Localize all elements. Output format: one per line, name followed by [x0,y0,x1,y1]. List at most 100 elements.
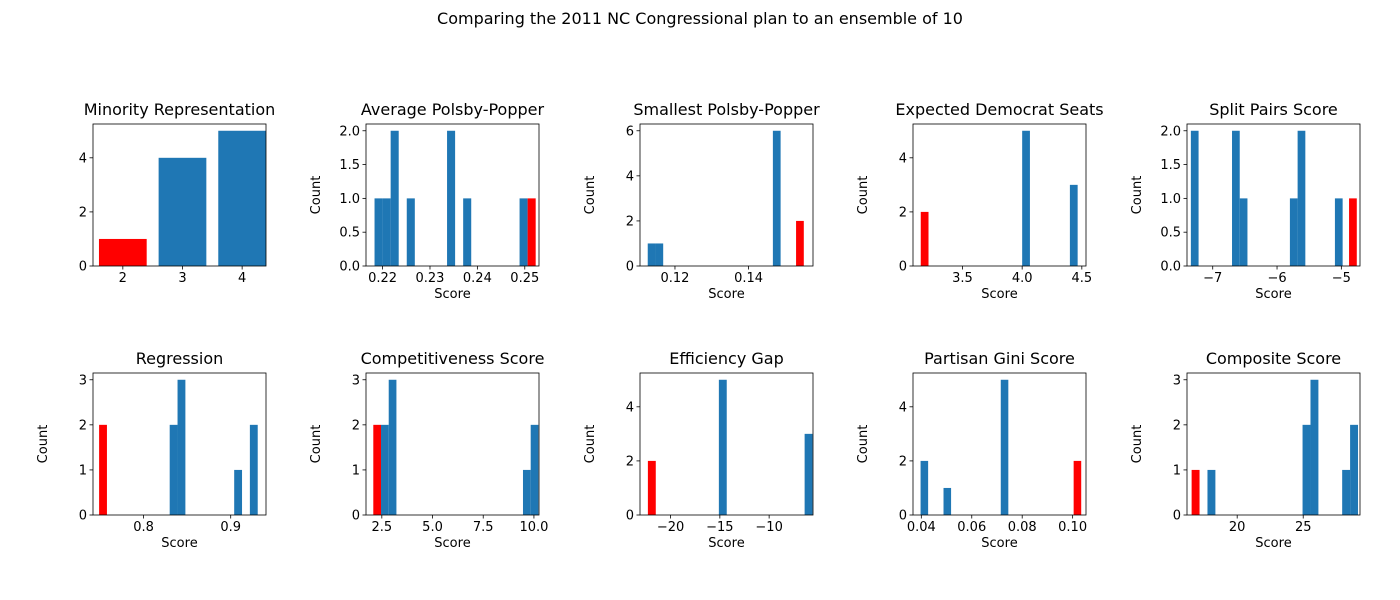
x-tick-label: 3.5 [952,271,973,286]
bar [234,469,243,515]
x-axis-label: Score [434,536,470,551]
chart-panel-8: −20 −15 −10 0 2 4 Efficiency Gap Score Count [583,349,814,551]
chart-title: Average Polsby-Popper [361,100,545,119]
bar [1000,379,1009,515]
x-tick-label: −20 [657,520,684,535]
y-tick-label: 1.5 [1160,158,1181,173]
y-axis-label: Count [583,176,598,215]
y-tick-label: 0.5 [1160,226,1181,241]
chart-panel-1: 2 3 4 0 2 4 Minority Representation [79,100,276,286]
bar [647,460,656,515]
x-axis-label: Score [981,536,1017,551]
bar [1190,130,1199,266]
bar [158,157,207,266]
y-tick-label: 2 [899,205,907,220]
y-tick-label: 0 [352,509,360,524]
x-axis-label: Score [708,287,744,302]
y-tick-label: 3 [79,373,87,388]
plot-frame [639,372,814,516]
x-tick-label: 0.9 [220,520,241,535]
x-tick-label: 3 [178,271,186,286]
y-tick-label: 0 [626,509,634,524]
y-tick-label: 1.0 [339,192,360,207]
plot-frame [1186,123,1361,267]
x-tick-label: 0.04 [907,520,936,535]
x-tick-label: 0.14 [734,271,763,286]
chart-panel-9: 0.04 0.06 0.08 0.10 0 2 4 Partisan Gini Score Sc… [856,349,1087,551]
plot-frame [912,372,1087,516]
chart-title: Expected Democrat Seats [895,100,1103,119]
x-tick-label: −5 [1332,271,1351,286]
y-tick-label: 2 [352,418,360,433]
x-tick-label: −6 [1267,271,1286,286]
bar [374,198,383,266]
x-axis-label: Score [1255,287,1291,302]
bar [447,130,456,266]
bar [772,130,781,266]
bar [527,198,536,266]
y-tick-label: 4 [899,151,907,166]
y-axis-label: Count [1130,425,1145,464]
chart-title: Efficiency Gap [669,349,784,368]
y-tick-label: 1 [79,463,87,478]
y-tick-label: 3 [352,373,360,388]
chart-panel-10: 20 25 0 1 2 3 Composite Score Score Count [1130,349,1361,551]
y-tick-label: 2 [899,454,907,469]
x-tick-label: 0.06 [957,520,986,535]
bar [390,130,399,266]
bar [943,487,952,515]
bar [463,198,472,266]
x-tick-label: 4.0 [1012,271,1033,286]
y-tick-label: 0 [79,260,87,275]
y-axis-label: Count [856,425,871,464]
x-tick-label: 0.8 [133,520,154,535]
bar [177,379,186,515]
plot-frame [639,123,814,267]
bar [1302,424,1311,515]
x-tick-label: 20 [1229,520,1246,535]
bar [1350,424,1359,515]
x-tick-label: 4.5 [1071,271,1092,286]
bar [804,433,813,515]
y-tick-label: 0.0 [1160,260,1181,275]
bar [522,469,531,515]
bar [406,198,415,266]
plot-frame [912,123,1087,267]
chart-title: Regression [136,349,224,368]
chart-title: Competitiveness Score [361,349,545,368]
bar [1349,198,1357,266]
y-tick-label: 1.0 [1160,192,1181,207]
x-tick-label: 0.10 [1058,520,1087,535]
x-tick-label: 0.08 [1008,520,1037,535]
y-axis-label: Count [856,176,871,215]
y-tick-label: 0.0 [339,260,360,275]
chart-panel-6: 0.8 0.9 0 1 2 3 Regression Score Count [36,349,267,551]
figure-title: Comparing the 2011 NC Congressional plan… [437,9,963,28]
y-axis-label: Count [36,425,51,464]
chart-title: Smallest Polsby-Popper [633,100,820,119]
bar [920,460,929,515]
y-tick-label: 4 [79,151,87,166]
y-tick-label: 0 [899,509,907,524]
chart-title: Minority Representation [84,100,276,119]
plot-frame [365,123,540,267]
y-tick-label: 4 [899,400,907,415]
y-axis-label: Count [583,425,598,464]
x-tick-label: 5.0 [422,520,443,535]
x-tick-label: −7 [1203,271,1222,286]
x-tick-label: −10 [755,520,782,535]
bar [98,238,147,266]
bar [169,424,178,515]
x-tick-label: 2 [119,271,127,286]
x-tick-label: 10.0 [519,520,548,535]
x-tick-label: 0.25 [510,271,539,286]
bar [249,424,258,515]
x-tick-label: 7.5 [473,520,494,535]
y-tick-label: 1 [352,463,360,478]
y-tick-label: 2 [626,214,634,229]
chart-title: Partisan Gini Score [924,349,1075,368]
bar [1297,130,1306,266]
x-tick-label: 2.5 [371,520,392,535]
